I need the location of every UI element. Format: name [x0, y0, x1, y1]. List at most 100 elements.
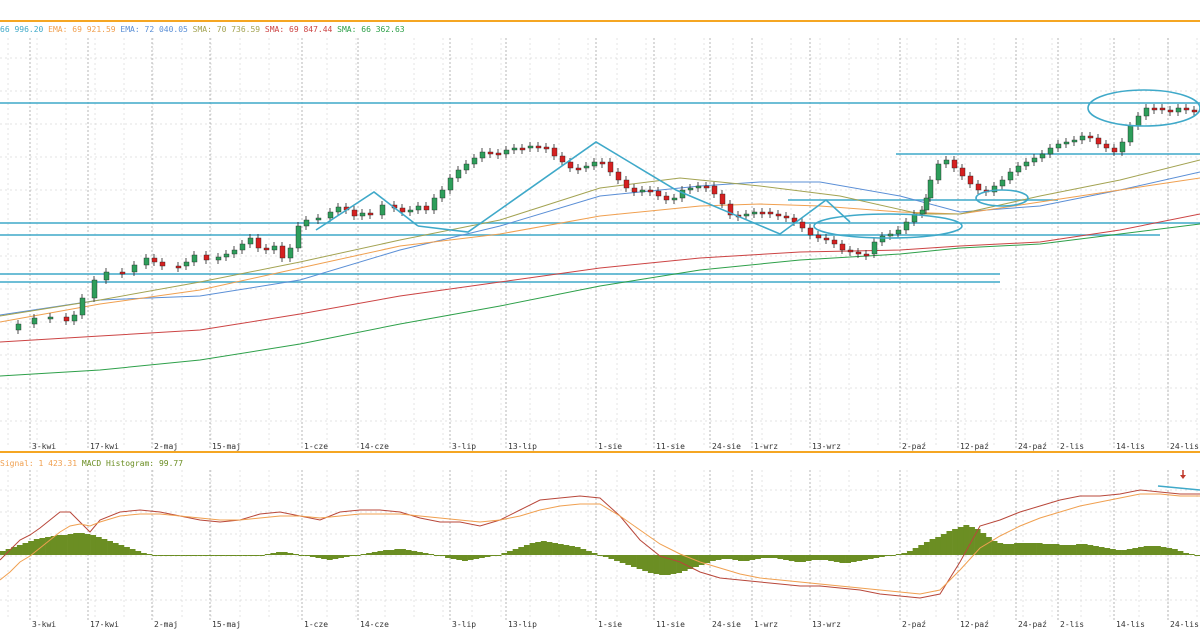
candle-body — [799, 221, 806, 229]
down-arrow-icon — [1180, 470, 1186, 479]
candle-body — [991, 185, 998, 193]
histogram-bar — [197, 555, 203, 556]
price-legend: 66 996.20 EMA: 69 921.59 EMA: 72 040.05 … — [0, 25, 405, 34]
candle-body — [431, 197, 438, 211]
candle-body — [639, 189, 646, 193]
candle-body — [351, 209, 358, 217]
histogram-bar — [292, 554, 299, 555]
histogram-bar — [276, 552, 282, 555]
histogram-bar — [247, 555, 254, 556]
histogram-bar — [822, 555, 829, 560]
histogram-bar — [1121, 550, 1128, 555]
legend-item: SMA: 69 847.44 — [260, 25, 332, 34]
candle-body — [215, 256, 222, 261]
histogram-bar — [1104, 548, 1111, 555]
macd-line — [0, 489, 1200, 599]
candle-body — [775, 213, 782, 217]
candle-body — [807, 227, 814, 236]
histogram-bar — [456, 555, 463, 560]
histogram-bar — [867, 555, 874, 559]
candle-body — [847, 249, 854, 253]
candle-body — [1111, 147, 1118, 153]
histogram-bar — [1042, 544, 1049, 555]
candle-body — [1031, 157, 1038, 163]
histogram-bar — [33, 539, 40, 555]
histogram-bar — [45, 537, 52, 555]
histogram-bar — [433, 555, 440, 556]
pattern-annotations — [315, 89, 1200, 239]
candle-body — [879, 235, 886, 243]
histogram-bar — [185, 555, 192, 556]
histogram-bar — [816, 555, 823, 560]
histogram-bar — [461, 555, 468, 561]
candle-body — [839, 243, 846, 251]
histogram-bar — [980, 533, 987, 555]
candle-body — [511, 147, 518, 151]
histogram-bar — [1115, 550, 1122, 555]
histogram-bar — [619, 555, 626, 563]
histogram-bar — [400, 549, 406, 555]
date-tick-label: 13-lip — [508, 620, 537, 629]
histogram-bar — [157, 555, 164, 556]
histogram-bar — [873, 555, 880, 558]
pattern-ellipse — [813, 213, 963, 239]
date-tick-label: 24-sie — [712, 620, 741, 629]
histogram-bar — [738, 555, 744, 561]
histogram-bar — [833, 555, 840, 562]
histogram-bar — [1109, 549, 1116, 555]
date-tick-label: 2-lis — [1060, 620, 1084, 629]
histogram-bar — [388, 550, 395, 555]
candle-body — [315, 217, 322, 221]
candle-body — [79, 297, 86, 316]
date-tick-label: 1-wrz — [754, 620, 778, 629]
histogram-bar — [653, 555, 660, 574]
candle-body — [903, 221, 910, 231]
histogram-bar — [422, 553, 429, 555]
histogram-bar — [963, 525, 970, 555]
histogram-bar — [230, 555, 237, 556]
histogram-bar — [512, 549, 519, 555]
candle-body — [1055, 143, 1062, 149]
candle-body — [255, 237, 262, 249]
legend-item: Signal: 1 423.31 — [0, 459, 77, 468]
histogram-bar — [377, 551, 384, 555]
candle-body — [143, 257, 150, 266]
histogram-bar — [518, 547, 525, 555]
histogram-bar — [569, 546, 575, 555]
histogram-bar — [264, 554, 271, 555]
histogram-bar — [411, 551, 418, 555]
candle-body — [623, 179, 630, 189]
histogram-bar — [1064, 545, 1071, 555]
histogram-bar — [557, 544, 564, 555]
candle-body — [191, 254, 198, 263]
histogram-bar — [974, 529, 981, 555]
histogram-bar — [1036, 543, 1043, 555]
histogram-bar — [608, 555, 615, 559]
macd-legend: Signal: 1 423.31 MACD Histogram: 99.77 — [0, 459, 183, 468]
candle-body — [855, 251, 862, 255]
histogram-bar — [918, 545, 925, 555]
histogram-bar — [326, 555, 333, 560]
histogram-bar — [1149, 546, 1156, 555]
candle-body — [1103, 143, 1110, 149]
date-tick-label: 2-maj — [154, 442, 178, 451]
moving-average-line — [0, 223, 1200, 377]
histogram-bar — [985, 537, 992, 555]
histogram-bar — [901, 553, 908, 555]
histogram-bar — [732, 555, 739, 560]
candle-body — [423, 205, 430, 211]
legend-item: MACD Histogram: 99.77 — [77, 459, 183, 468]
date-tick-label: 3-kwi — [32, 620, 56, 629]
candle-body — [1191, 109, 1198, 113]
histogram-bar — [1008, 544, 1015, 555]
histogram-bar — [270, 553, 277, 555]
histogram-bar — [129, 549, 136, 555]
histogram-bar — [845, 555, 852, 563]
candle-body — [327, 211, 334, 219]
trend-line — [315, 191, 419, 231]
candlesticks — [15, 104, 1200, 334]
histogram-bar — [180, 555, 186, 556]
legend-item: 66 996.20 — [0, 25, 44, 34]
date-tick-label: 1-wrz — [754, 442, 778, 451]
